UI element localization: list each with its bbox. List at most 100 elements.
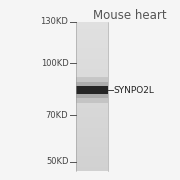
Bar — [76, 50, 108, 51]
Bar — [76, 153, 108, 155]
Text: 50KD: 50KD — [46, 158, 68, 166]
Bar — [76, 68, 108, 69]
Bar — [76, 84, 108, 86]
Bar — [76, 135, 108, 137]
Bar — [76, 141, 108, 143]
Bar — [76, 77, 108, 103]
Bar — [76, 80, 108, 81]
Bar — [76, 158, 108, 159]
Bar — [76, 134, 108, 135]
Bar — [76, 22, 108, 23]
Text: 100KD: 100KD — [41, 58, 68, 68]
Bar — [76, 55, 108, 56]
Bar — [76, 66, 108, 68]
Bar — [76, 37, 108, 38]
Bar — [76, 147, 108, 149]
Bar — [76, 77, 108, 78]
Bar — [76, 86, 108, 94]
Bar — [76, 31, 108, 32]
Bar — [76, 25, 108, 26]
Bar — [76, 98, 108, 99]
Bar — [76, 166, 108, 168]
Bar — [76, 101, 108, 102]
Bar — [76, 163, 108, 165]
Bar — [76, 53, 108, 55]
Bar — [76, 48, 108, 50]
Bar — [76, 93, 108, 95]
Bar — [76, 120, 108, 122]
Bar — [76, 57, 108, 59]
Bar — [76, 51, 108, 53]
Bar — [76, 59, 108, 60]
Bar — [76, 60, 108, 62]
Bar — [76, 132, 108, 134]
Bar — [76, 40, 108, 41]
Bar — [76, 33, 108, 35]
Bar — [76, 56, 108, 57]
Bar — [76, 83, 108, 84]
Bar — [76, 23, 108, 25]
Bar — [76, 162, 108, 163]
Bar — [76, 90, 108, 92]
Bar — [76, 155, 108, 156]
Bar — [76, 152, 108, 153]
Bar — [76, 105, 108, 107]
Bar — [76, 126, 108, 128]
Bar — [76, 75, 108, 77]
Text: 130KD: 130KD — [40, 17, 68, 26]
Bar — [76, 137, 108, 138]
Bar — [76, 128, 108, 129]
Bar — [76, 122, 108, 123]
Bar — [76, 42, 108, 44]
Bar — [76, 63, 108, 65]
Bar — [76, 96, 108, 98]
Bar — [76, 99, 108, 101]
Bar — [76, 102, 108, 104]
Bar — [76, 89, 108, 90]
Bar — [76, 35, 108, 37]
Bar — [76, 114, 108, 116]
Bar — [76, 69, 108, 71]
Bar — [76, 82, 108, 98]
Bar — [76, 165, 108, 166]
Text: Mouse heart: Mouse heart — [93, 9, 166, 22]
Bar — [76, 28, 108, 29]
Bar — [76, 138, 108, 140]
Bar — [76, 113, 108, 114]
Bar — [76, 92, 108, 93]
Bar — [76, 87, 108, 89]
Bar — [76, 168, 108, 170]
Bar — [76, 159, 108, 161]
Bar — [76, 46, 108, 47]
Bar — [76, 62, 108, 63]
Bar — [76, 150, 108, 152]
Bar — [76, 108, 108, 110]
Text: SYNPO2L: SYNPO2L — [113, 86, 154, 94]
Bar — [76, 140, 108, 141]
Text: 70KD: 70KD — [46, 111, 68, 120]
Bar — [76, 161, 108, 162]
Bar — [76, 129, 108, 131]
Bar — [76, 110, 108, 111]
Bar — [76, 131, 108, 132]
Bar — [76, 119, 108, 120]
Bar — [76, 44, 108, 46]
Bar — [76, 32, 108, 33]
Bar — [76, 78, 108, 80]
Bar — [76, 81, 108, 83]
Bar — [76, 111, 108, 113]
Bar — [76, 144, 108, 146]
Bar — [76, 71, 108, 72]
Bar — [76, 74, 108, 75]
Bar — [76, 65, 108, 66]
Bar — [76, 29, 108, 31]
Bar — [76, 170, 108, 171]
Bar — [76, 104, 108, 105]
Bar — [76, 116, 108, 117]
Bar — [76, 107, 108, 108]
Bar — [76, 156, 108, 158]
Bar — [76, 125, 108, 126]
Bar — [76, 38, 108, 40]
Bar — [76, 123, 108, 125]
Bar — [76, 95, 108, 96]
